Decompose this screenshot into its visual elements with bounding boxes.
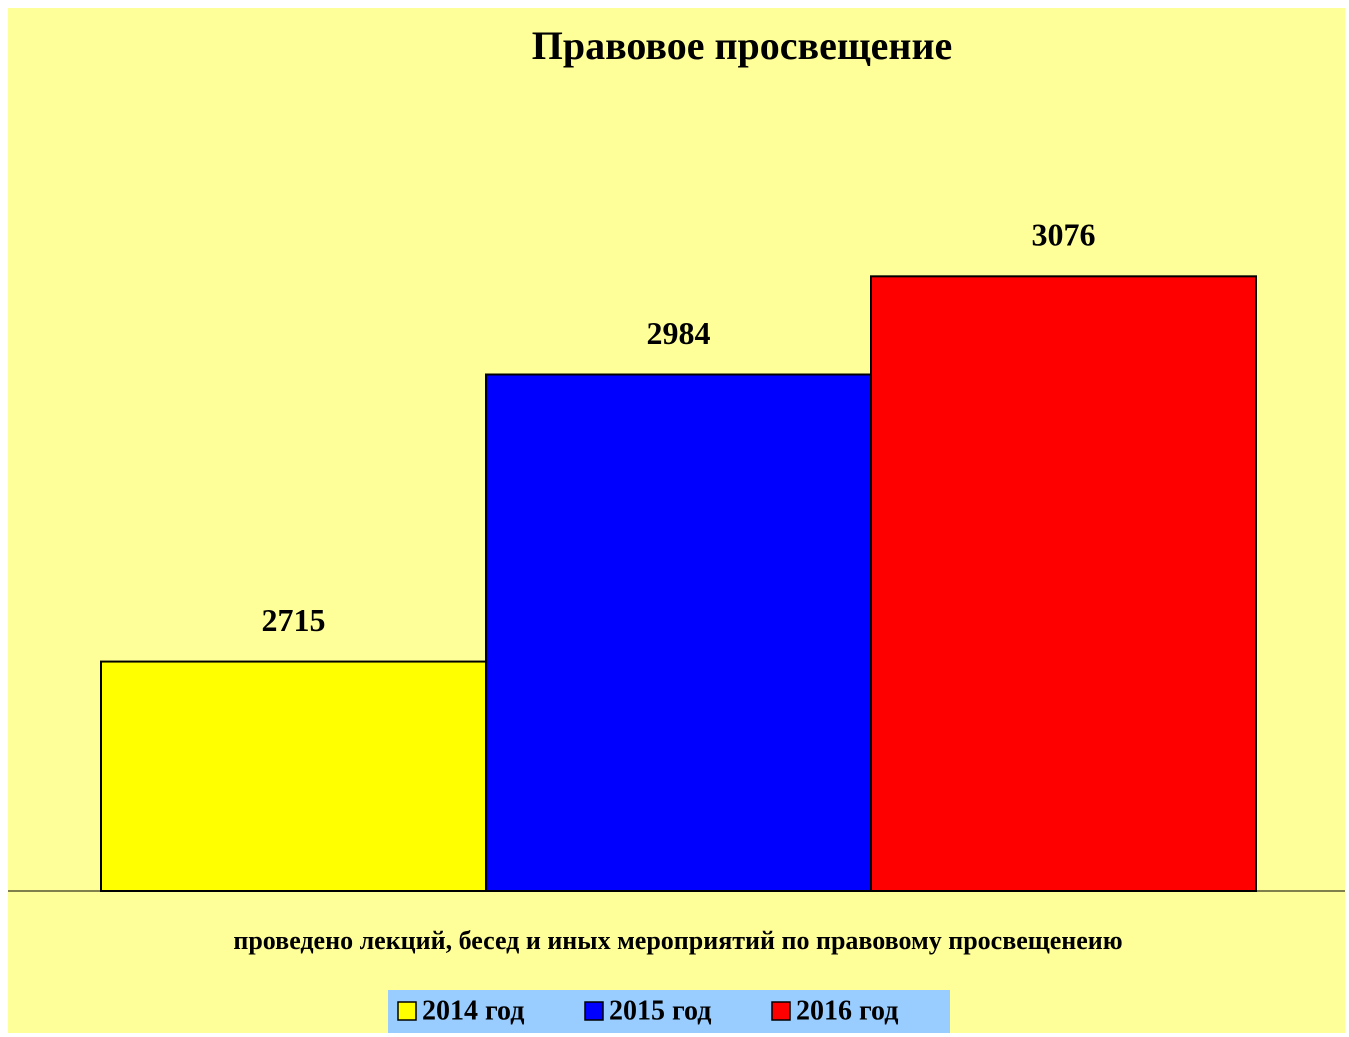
legend-label: 2016 год bbox=[796, 995, 898, 1026]
x-tick-label: проведено лекций, бесед и иных мероприят… bbox=[233, 926, 1122, 955]
legend-label: 2015 год bbox=[609, 995, 711, 1026]
data-label: 2984 bbox=[647, 315, 711, 351]
legend-swatch bbox=[771, 1001, 791, 1021]
bar bbox=[485, 373, 872, 892]
bar bbox=[100, 660, 487, 892]
legend-box bbox=[388, 990, 950, 1033]
data-label: 3076 bbox=[1032, 217, 1096, 253]
legend-swatch bbox=[584, 1001, 604, 1021]
legend-swatch bbox=[397, 1001, 417, 1021]
chart-title: Правовое просвещение bbox=[532, 23, 953, 68]
legend-label: 2014 год bbox=[422, 995, 524, 1026]
data-label: 2715 bbox=[262, 602, 326, 638]
bar bbox=[870, 275, 1257, 892]
